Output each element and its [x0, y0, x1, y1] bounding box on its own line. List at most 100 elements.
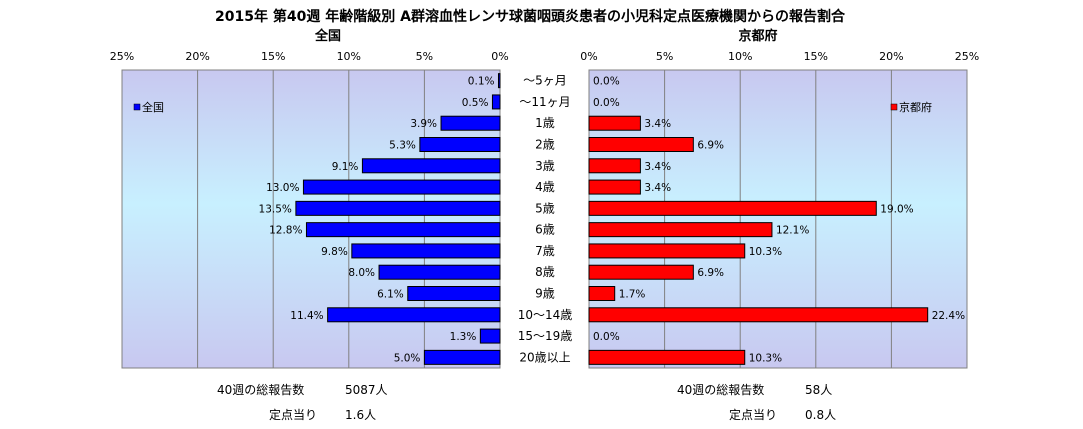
right-data-label: 1.7%: [619, 289, 646, 301]
right-legend-swatch: [890, 103, 898, 111]
right-data-label: 22.4%: [932, 310, 965, 322]
right-legend: 京都府: [890, 100, 932, 114]
right-per-value: 0.8人: [805, 408, 836, 422]
left-bar: [479, 328, 501, 344]
right-data-label: 3.4%: [644, 118, 671, 130]
right-data-label: 0.0%: [593, 331, 620, 343]
left-legend-swatch: [133, 103, 141, 111]
chart-title: 2015年 第40週 年齢階級別 A群溶血性レンサ球菌咽頭炎患者の小児科定点医療…: [215, 8, 846, 25]
left-data-label: 1.3%: [450, 331, 477, 343]
right-bar: [588, 222, 773, 238]
left-bar: [295, 200, 501, 216]
category-label: ～5ヶ月: [523, 74, 567, 88]
category-label: 9歳: [535, 287, 555, 301]
category-label: 4歳: [535, 180, 555, 194]
left-legend: 全国: [133, 100, 164, 114]
right-data-label: 6.9%: [697, 140, 724, 152]
right-bar: [588, 115, 641, 131]
left-bar: [440, 115, 501, 131]
left-bar: [491, 94, 501, 110]
category-label: 15～19歳: [518, 329, 573, 343]
right-bar: [588, 137, 694, 152]
right-data-label: 3.4%: [644, 182, 671, 194]
left-per-label: 定点当り: [269, 407, 317, 422]
left-data-label: 3.9%: [410, 118, 437, 130]
left-axis-ticks: 0% 5% 10% 15% 20% 25%: [110, 50, 509, 63]
category-label: 7歳: [535, 244, 555, 258]
right-bar: [588, 179, 641, 195]
right-tick-label: 25%: [955, 50, 979, 63]
left-tick-label: 10%: [337, 50, 361, 63]
left-data-label: 8.0%: [348, 267, 375, 279]
right-bar: [588, 243, 746, 259]
right-data-label: 19.0%: [880, 203, 913, 215]
left-data-label: 6.1%: [377, 289, 404, 301]
left-tick-label: 15%: [261, 50, 285, 63]
right-tick-label: 15%: [804, 50, 828, 63]
category-label: 2歳: [535, 138, 555, 152]
left-data-label: 0.1%: [468, 76, 495, 88]
left-bar: [407, 286, 501, 301]
left-data-label: 5.0%: [394, 352, 421, 364]
category-label: 5歳: [535, 201, 555, 215]
right-total-value: 58人: [805, 383, 832, 397]
left-plot-area: [121, 69, 501, 369]
left-bar: [351, 243, 501, 259]
left-panel-title: 全国: [314, 28, 341, 44]
left-data-label: 5.3%: [389, 140, 416, 152]
left-data-label: 9.8%: [321, 246, 348, 258]
left-bar: [378, 264, 501, 280]
left-total-label: 40週の総報告数: [217, 382, 304, 397]
right-tick-label: 20%: [879, 50, 903, 63]
left-data-label: 11.4%: [290, 310, 323, 322]
right-bar: [588, 286, 616, 301]
left-bar: [497, 73, 501, 89]
left-bar: [419, 137, 501, 152]
left-bar: [305, 222, 501, 238]
left-tick-label: 25%: [110, 50, 134, 63]
right-panel-title: 京都府: [738, 28, 777, 44]
left-total-value: 5087人: [345, 383, 388, 397]
right-bar: [588, 200, 877, 216]
category-labels: ～5ヶ月 ～11ヶ月 1歳 2歳 3歳 4歳 5歳 6歳 7歳 8歳 9歳 10～14歳 15～19歳 2…: [518, 74, 573, 365]
left-data-label: 13.0%: [266, 182, 299, 194]
right-tick-label: 0%: [580, 50, 597, 63]
category-label: 3歳: [535, 159, 555, 173]
right-bar: [588, 349, 746, 365]
category-label: 1歳: [535, 116, 555, 130]
right-data-label: 12.1%: [776, 225, 809, 237]
right-axis-ticks: 0% 5% 10% 15% 20% 25%: [580, 50, 979, 63]
left-bar: [302, 179, 501, 195]
right-total-label: 40週の総報告数: [677, 382, 764, 397]
left-data-label: 0.5%: [462, 97, 489, 109]
category-label: 8歳: [535, 265, 555, 279]
left-legend-label: 全国: [142, 100, 164, 114]
right-tick-label: 5%: [656, 50, 673, 63]
right-data-label: 0.0%: [593, 76, 620, 88]
left-data-label: 12.8%: [269, 225, 302, 237]
right-series-bars: 0.0% 0.0% 3.4% 6.9% 3.4% 3.4% 19.0% 12.1% 10.3% 6…: [588, 76, 965, 365]
category-label: ～11ヶ月: [519, 95, 570, 109]
category-label: 20歳以上: [519, 350, 570, 364]
left-series-bars: 0.1% 0.5% 3.9% 5.3% 9.1% 13.0% 13.5% 12.8% 9.8%8…: [259, 73, 501, 365]
category-label: 10～14歳: [518, 308, 573, 322]
left-data-label: 9.1%: [332, 161, 359, 173]
right-data-label: 10.3%: [749, 246, 782, 258]
left-tick-label: 20%: [185, 50, 209, 63]
right-data-label: 6.9%: [697, 267, 724, 279]
right-bar: [588, 307, 929, 323]
left-bar: [423, 349, 501, 365]
left-data-label: 13.5%: [259, 203, 292, 215]
right-per-label: 定点当り: [729, 407, 777, 422]
right-tick-label: 10%: [728, 50, 752, 63]
left-bar: [327, 307, 501, 323]
left-bar: [361, 158, 501, 174]
right-data-label: 0.0%: [593, 97, 620, 109]
left-tick-label: 5%: [416, 50, 433, 63]
right-data-label: 10.3%: [749, 352, 782, 364]
left-per-value: 1.6人: [345, 408, 376, 422]
left-tick-label: 0%: [491, 50, 508, 63]
right-bar: [588, 264, 694, 280]
right-bar: [588, 158, 641, 174]
right-plot-area: [588, 69, 968, 369]
